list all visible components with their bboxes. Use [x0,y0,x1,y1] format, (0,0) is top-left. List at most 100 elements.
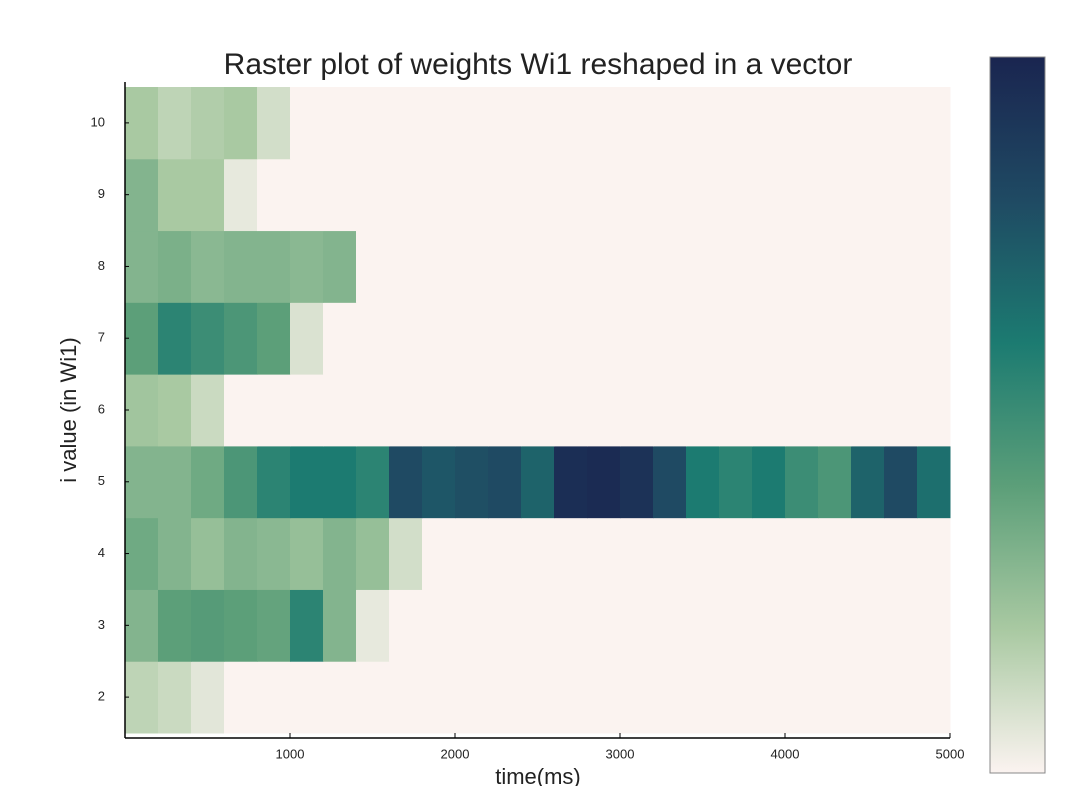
heatmap-cell [257,445,291,519]
heatmap-cell [125,158,159,232]
heatmap-cell [158,230,192,303]
heatmap-cell [620,661,654,734]
y-tick-label: 5 [98,473,105,488]
heatmap-cell [521,87,555,160]
heatmap-cell [356,445,390,519]
heatmap-cell [653,445,687,519]
x-tick-label: 5000 [936,746,965,761]
heatmap-cell [851,517,885,590]
heatmap-cell [587,87,621,160]
heatmap-cell [719,230,753,303]
heatmap-cell [323,158,357,232]
heatmap-cell [323,589,357,662]
heatmap-cell [290,158,324,232]
heatmap-cell [620,374,654,447]
heatmap-cell [224,302,258,375]
heatmap-cell [917,302,951,375]
heatmap-cell [818,87,852,160]
heatmap-cell [554,302,588,375]
heatmap-cell [587,517,621,590]
heatmap-cell [521,445,555,519]
heatmap-cell [719,589,753,662]
heatmap-cell [422,589,456,662]
heatmap-cell [422,661,456,734]
heatmap-cell [884,87,918,160]
heatmap-cell [191,517,225,590]
heatmap-cell [323,302,357,375]
heatmap-cell [554,87,588,160]
heatmap-cell [125,445,159,519]
heatmap-cell [422,517,456,590]
heatmap-cell [356,517,390,590]
heatmap-cell [587,158,621,232]
heatmap-cell [620,445,654,519]
heatmap-cell [917,158,951,232]
heatmap-cell [587,589,621,662]
heatmap-cell [158,87,192,160]
x-tick-label: 4000 [771,746,800,761]
heatmap-cell [323,517,357,590]
heatmap-cell [290,445,324,519]
heatmap-cell [356,158,390,232]
heatmap-cell [719,517,753,590]
heatmap-cell [158,445,192,519]
heatmap-cell [653,158,687,232]
chart-title: Raster plot of weights Wi1 reshaped in a… [224,48,853,81]
heatmap-cell [455,589,489,662]
y-tick-label: 3 [98,617,105,632]
heatmap-cell [851,302,885,375]
heatmap-cell [752,589,786,662]
heatmap-cell [686,374,720,447]
heatmap-cell [158,589,192,662]
heatmap-cell [686,230,720,303]
heatmap-cell [884,302,918,375]
heatmap-cell [653,230,687,303]
heatmap-cell [191,302,225,375]
heatmap-cell [455,661,489,734]
heatmap-cell [356,661,390,734]
heatmap-cell [818,517,852,590]
heatmap-cell [653,589,687,662]
colorbar [989,56,1046,774]
heatmap-cell [191,230,225,303]
heatmap-cell [719,661,753,734]
heatmap-cell [851,87,885,160]
heatmap-cell [752,374,786,447]
heatmap-cell [422,445,456,519]
heatmap-cell [818,374,852,447]
heatmap-cell [158,374,192,447]
heatmap-cell [818,302,852,375]
heatmap-cell [653,374,687,447]
heatmap-cell [686,158,720,232]
heatmap-cell [191,87,225,160]
heatmap-cell [719,302,753,375]
heatmap-cell [917,661,951,734]
heatmap-cell [554,230,588,303]
heatmap-cell [620,517,654,590]
heatmap-cell [554,517,588,590]
heatmap-cell [818,589,852,662]
heatmap-cell [257,517,291,590]
heatmap-cell [785,374,819,447]
heatmap-cell [488,517,522,590]
heatmap-cell [389,87,423,160]
heatmap-cell [125,230,159,303]
heatmap-cell [389,589,423,662]
heatmap-cell [785,661,819,734]
heatmap-cell [389,374,423,447]
heatmap-cell [851,374,885,447]
heatmap-cell [290,87,324,160]
heatmap-cell [686,661,720,734]
heatmap-cell [323,374,357,447]
heatmap-cell [422,158,456,232]
heatmap-cell [191,589,225,662]
heatmap-cell [290,230,324,303]
heatmap-cell [884,374,918,447]
heatmap-cell [323,661,357,734]
y-tick-label: 4 [98,545,105,560]
heatmap-cell [851,158,885,232]
y-tick-label: 8 [98,258,105,273]
heatmap-cell [455,445,489,519]
heatmap-cell [521,661,555,734]
